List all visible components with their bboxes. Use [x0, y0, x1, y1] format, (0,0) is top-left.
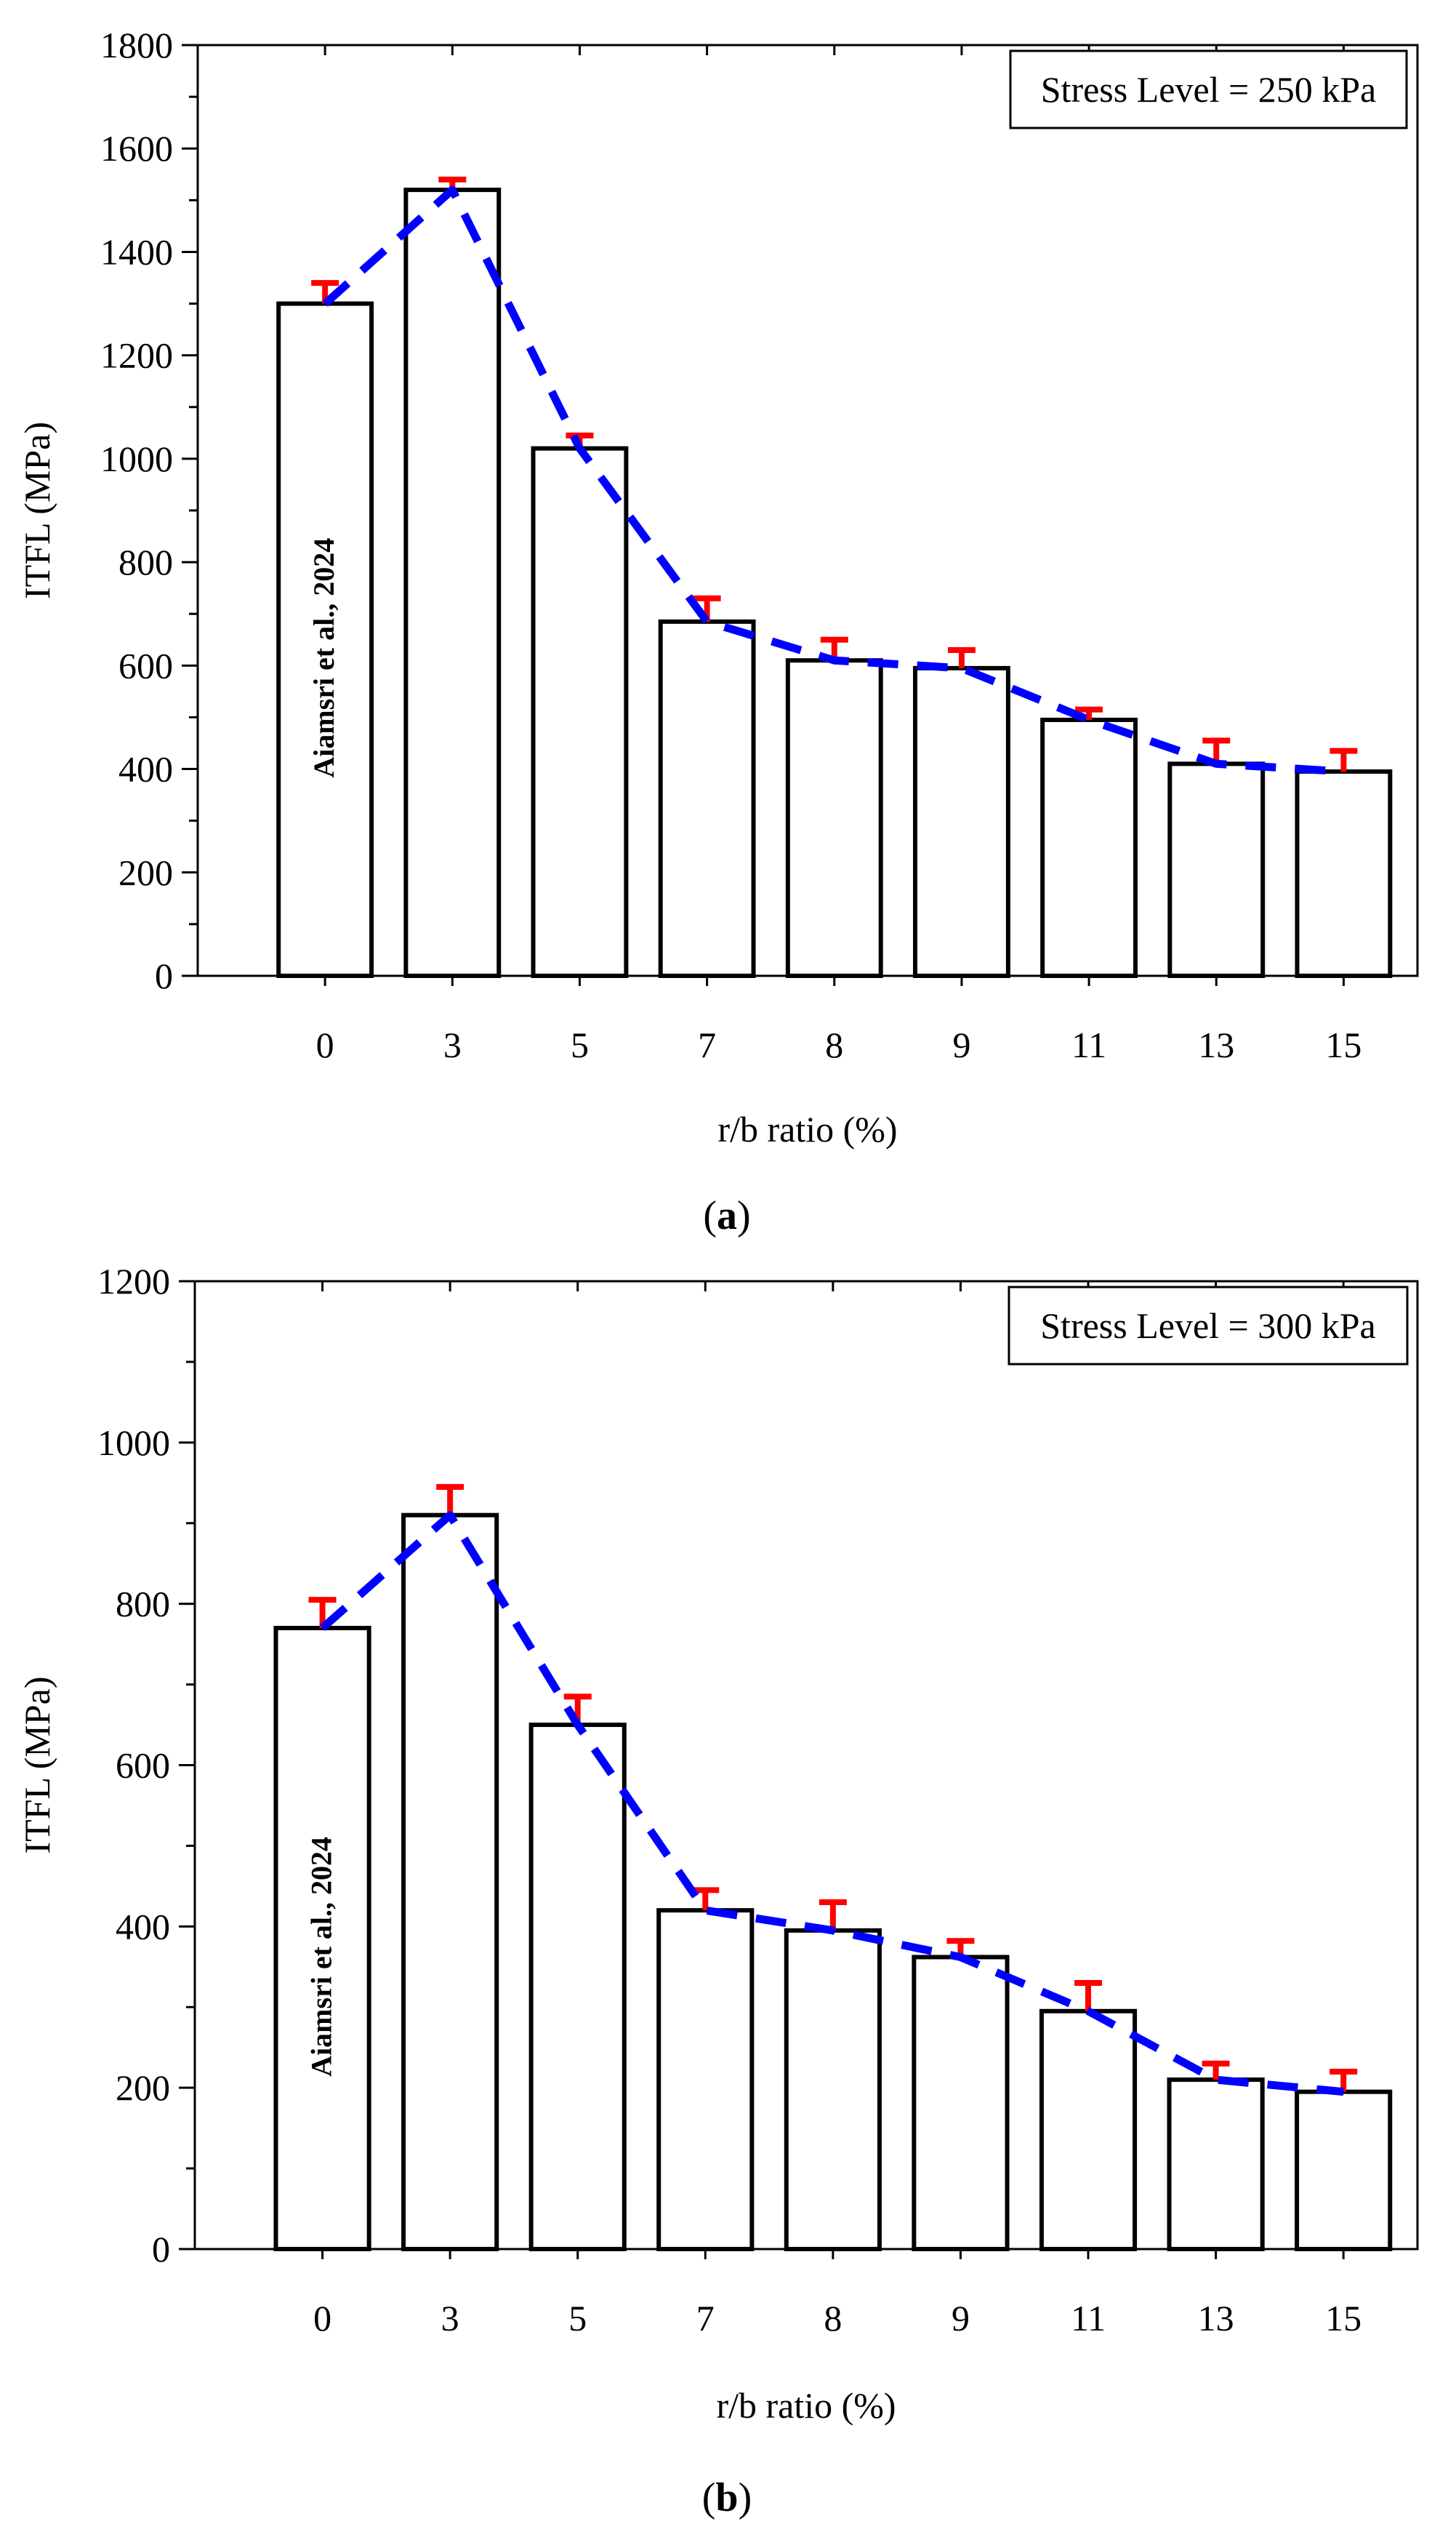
bar-5 [528, 1723, 627, 2252]
y-tick-label: 1000 [97, 1422, 170, 1463]
x-tick-label: 0 [316, 1025, 334, 1065]
y-tick-label: 1400 [100, 231, 173, 272]
x-tick-label: 15 [1325, 2298, 1362, 2338]
chart-panel-b: 0 200 400 600 800 1000 1200 0 3 5 7 8 9 11 13 15 r/b rat… [17, 1261, 1419, 2520]
caption-open: ( [702, 2475, 716, 2520]
annotation: Aiamsri et al., 2024 [307, 538, 340, 778]
y-tick-label: 800 [116, 1584, 170, 1624]
bar-15 [1295, 769, 1393, 978]
bar-15 [1295, 2089, 1393, 2251]
bar-8 [785, 658, 883, 978]
chart-panel-a: 0 200 400 600 800 1000 1200 1400 1600 1800 0 3 5 7 8 9 1… [17, 25, 1419, 1238]
x-tick-label: 5 [568, 2298, 587, 2338]
x-axis-title: r/b ratio (%) [717, 1109, 897, 1150]
caption-close: ) [737, 1193, 751, 1238]
bar-13 [1167, 761, 1266, 978]
legend-text: Stress Level = 300 kPa [1040, 1305, 1375, 1346]
y-tick-label: 800 [118, 542, 173, 582]
bar-5 [531, 446, 629, 978]
bar-7 [658, 619, 756, 979]
bar-3 [401, 1512, 499, 2252]
bar-9 [912, 1955, 1010, 2252]
y-tick-label: 1200 [97, 1261, 170, 1302]
x-tick-label: 13 [1198, 2298, 1234, 2338]
y-tick-label: 200 [118, 852, 173, 893]
x-tick-label: 5 [571, 1025, 589, 1065]
bar-8 [784, 1928, 882, 2251]
x-tick-label: 7 [696, 2298, 715, 2338]
trend-line [322, 185, 1344, 776]
bar-11 [1039, 2008, 1138, 2252]
x-tick-label: 0 [313, 2298, 331, 2338]
x-axis-title: r/b ratio (%) [716, 2385, 896, 2426]
y-axis-title: ITFL (MPa) [17, 1677, 57, 1854]
x-tick-label: 13 [1198, 1025, 1234, 1065]
x-tick-label: 11 [1071, 1025, 1106, 1065]
x-tick-label: 8 [824, 2298, 842, 2338]
legend-text: Stress Level = 250 kPa [1041, 69, 1376, 110]
caption-open: ( [703, 1193, 717, 1238]
bar-7 [656, 1908, 755, 2251]
bar-0 [276, 301, 374, 978]
x-tick-label: 9 [952, 2298, 970, 2338]
x-tick-label: 11 [1071, 2298, 1106, 2338]
x-tick-label: 15 [1325, 1025, 1362, 1065]
y-tick-label: 400 [118, 749, 173, 790]
y-tick-label: 400 [116, 1906, 170, 1947]
y-tick-label: 600 [118, 645, 173, 686]
x-tick-label: 3 [441, 2298, 459, 2338]
bar-3 [403, 188, 502, 979]
caption-letter: a [717, 1193, 737, 1238]
x-tick-label: 7 [698, 1025, 716, 1065]
y-tick-label: 600 [116, 1745, 170, 1786]
legend-box [1007, 1286, 1409, 1366]
y-tick-label: 1000 [100, 438, 173, 479]
y-tick-label: 1800 [100, 25, 173, 65]
y-axis-title: ITFL (MPa) [17, 422, 57, 599]
y-tick-label: 1600 [100, 128, 173, 169]
bar-9 [913, 665, 1010, 979]
bar-11 [1040, 718, 1138, 978]
y-tick-label: 0 [155, 955, 173, 996]
caption-letter: b [715, 2475, 738, 2520]
panel-caption: (b) [702, 2475, 752, 2520]
caption-close: ) [739, 2475, 752, 2520]
x-tick-label: 9 [952, 1025, 970, 1065]
trend-line [319, 1511, 1344, 2096]
y-tick-label: 200 [116, 2067, 170, 2108]
y-tick-label: 0 [152, 2229, 170, 2269]
annotation: Aiamsri et al., 2024 [305, 1837, 338, 2077]
x-tick-label: 3 [443, 1025, 462, 1065]
y-tick-label: 1200 [100, 335, 173, 376]
panel-caption: (a) [703, 1193, 750, 1238]
legend-box [1009, 49, 1408, 129]
bar-13 [1167, 2077, 1265, 2251]
x-tick-label: 8 [825, 1025, 843, 1065]
